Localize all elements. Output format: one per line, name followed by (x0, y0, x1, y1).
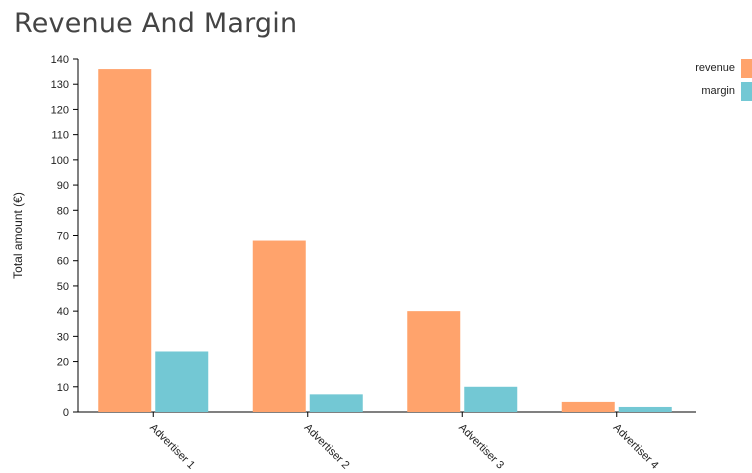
legend-label: margin (701, 85, 735, 97)
y-tick-label: 90 (57, 180, 69, 192)
legend: revenue margin (695, 59, 752, 101)
y-tick-label: 70 (57, 231, 69, 243)
bar-margin (155, 351, 209, 412)
x-tick-label: Advertiser 2 (302, 422, 352, 472)
x-tick-label: Advertiser 1 (147, 422, 197, 472)
chart-title: Revenue And Margin (14, 8, 298, 39)
y-tick-label: 0 (63, 407, 69, 419)
y-axis-label: Total amount (€) (11, 192, 25, 279)
bar-revenue (407, 311, 461, 412)
y-tick-label: 40 (57, 306, 69, 318)
legend-swatch (741, 59, 752, 78)
x-tick-label: Advertiser 3 (456, 422, 506, 472)
y-tick-label: 10 (57, 382, 69, 394)
y-tick-label: 140 (51, 54, 69, 66)
y-tick-label: 30 (57, 331, 69, 343)
legend-label: revenue (695, 62, 735, 74)
y-axis: 0 10 20 30 40 50 60 70 80 90 100 110 120 130 140 (51, 54, 79, 419)
bar-margin (618, 406, 672, 412)
bar-margin (309, 394, 363, 412)
y-tick-label: 50 (57, 281, 69, 293)
bars (98, 69, 672, 412)
y-tick-label: 100 (51, 155, 69, 167)
y-tick-label: 130 (51, 79, 69, 91)
y-tick-label: 120 (51, 104, 69, 116)
bar-revenue (561, 401, 615, 412)
x-axis: Advertiser 1 Advertiser 2 Advertiser 3 Adve… (78, 411, 696, 472)
bar-revenue (252, 240, 306, 412)
legend-swatch (741, 82, 752, 101)
bar-margin (464, 386, 518, 412)
y-tick-label: 110 (51, 130, 69, 142)
y-tick-label: 20 (57, 357, 69, 369)
bar-revenue (98, 69, 152, 412)
y-tick-label: 80 (57, 205, 69, 217)
y-tick-label: 60 (57, 256, 69, 268)
x-tick-label: Advertiser 4 (611, 422, 661, 472)
